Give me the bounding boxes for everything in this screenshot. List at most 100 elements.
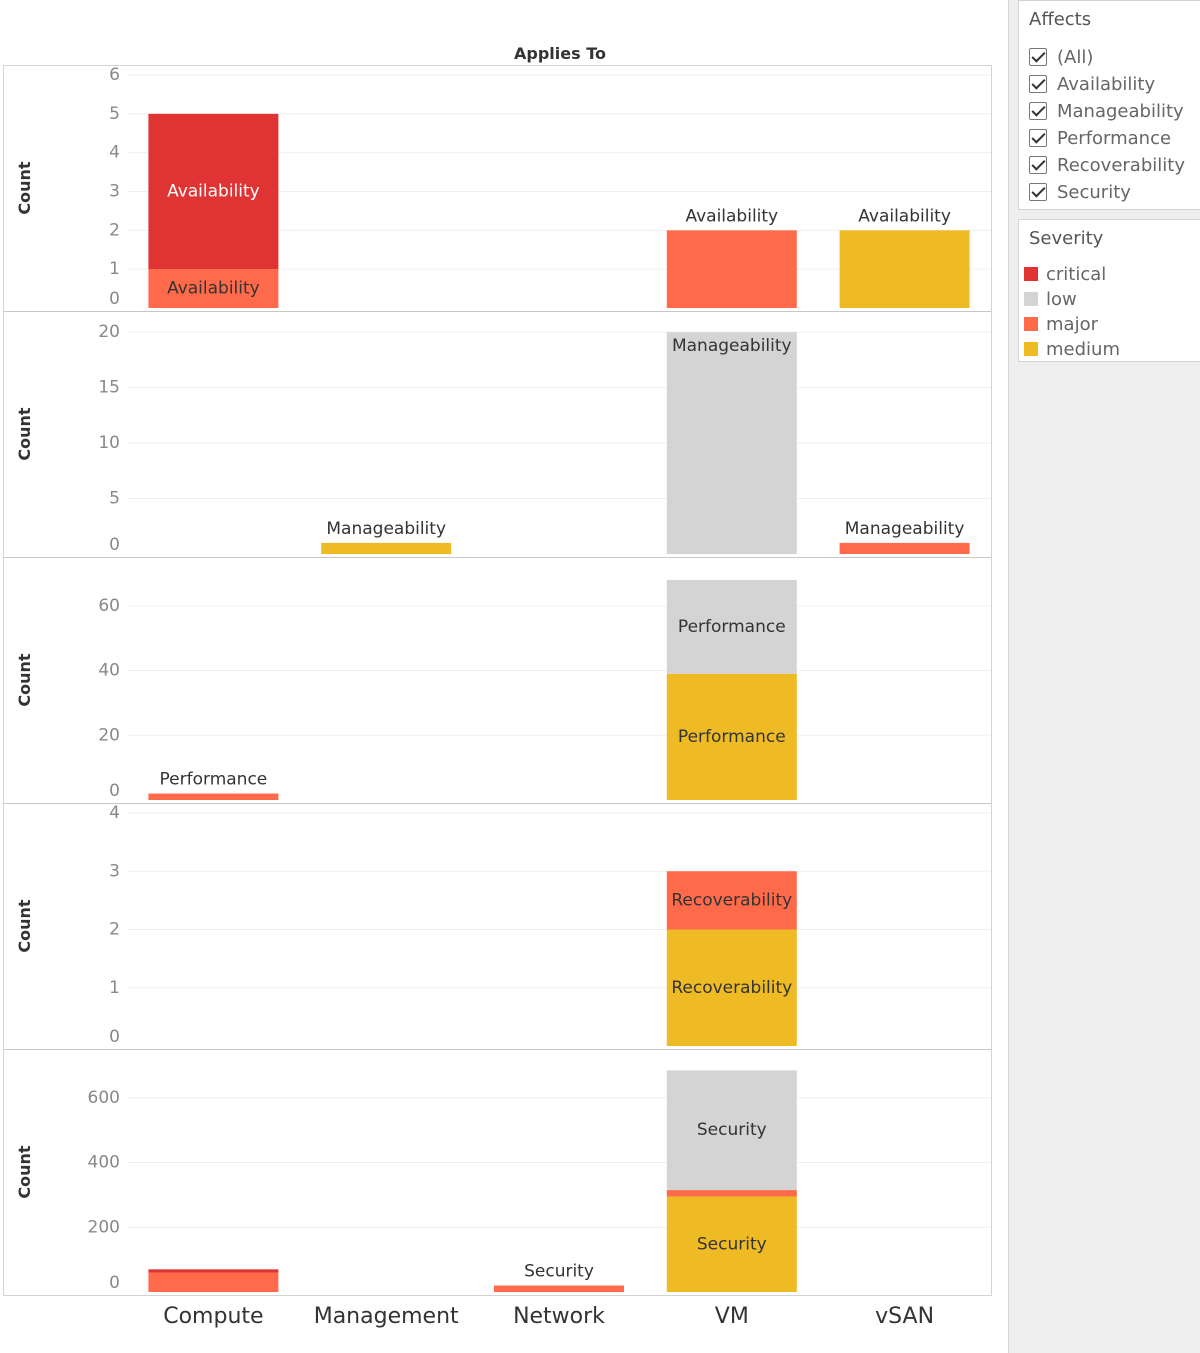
data-label: Availability [167, 182, 260, 202]
filter-item[interactable]: Recoverability [1029, 153, 1185, 177]
bar-segment [666, 1196, 797, 1292]
filter-title: Affects [1029, 9, 1092, 30]
y-tick-label: 40 [98, 661, 120, 681]
bar-segment [666, 1070, 797, 1191]
filter-item[interactable]: Security [1029, 180, 1131, 204]
data-label: Performance [160, 770, 268, 790]
y-axis-title: Count [15, 899, 34, 953]
checkbox-icon[interactable] [1029, 75, 1047, 93]
filter-item[interactable]: Manageability [1029, 99, 1184, 123]
y-tick-label: 2 [109, 220, 120, 240]
bar-segment [839, 542, 970, 554]
check-mark-icon [1030, 183, 1046, 198]
data-label: Security [697, 1234, 767, 1254]
bar-segment [148, 113, 279, 270]
x-tick-label: VM [715, 1304, 749, 1329]
legend-item[interactable]: low [1024, 287, 1077, 311]
check-mark-icon [1030, 75, 1046, 90]
data-label: Performance [678, 617, 786, 637]
y-tick-label: 0 [109, 781, 120, 801]
y-tick-label: 0 [109, 535, 120, 555]
filter-item-label: Manageability [1057, 100, 1184, 122]
data-label: Availability [167, 279, 260, 299]
filter-item[interactable]: (All) [1029, 45, 1093, 69]
bar-segment [839, 230, 970, 308]
checkbox-icon[interactable] [1029, 48, 1047, 66]
y-tick-label: 6 [109, 65, 120, 85]
legend-title: Severity [1029, 228, 1104, 249]
legend-swatch [1024, 342, 1038, 356]
data-label: Recoverability [671, 890, 792, 910]
legend-item-label: major [1046, 313, 1098, 335]
y-tick-label: 5 [109, 104, 120, 124]
y-tick-label: 4 [109, 143, 120, 163]
bar-segment [321, 542, 452, 554]
data-label: Availability [685, 206, 778, 226]
bar-segment [148, 269, 279, 308]
filter-item-label: (All) [1057, 46, 1094, 68]
data-label: Manageability [326, 519, 446, 539]
check-mark-icon [1030, 156, 1046, 171]
y-tick-label: 10 [98, 433, 120, 453]
bar-segment [494, 1285, 624, 1292]
data-label: Manageability [845, 519, 965, 539]
chart-area: Applies To 0 1 2 3 4 5 6 Count Availability Avail… [3, 44, 992, 1329]
checkbox-icon[interactable] [1029, 183, 1047, 201]
filter-item-label: Availability [1057, 73, 1156, 95]
checkbox-icon[interactable] [1029, 156, 1047, 174]
chart-svg: 0 1 2 3 4 5 6 Count Availability Availability Avai… [3, 65, 992, 1329]
y-tick-label: 1 [109, 259, 120, 279]
bar-segment [148, 1269, 279, 1273]
data-label: Security [697, 1120, 767, 1140]
x-tick-label: vSAN [875, 1304, 934, 1329]
legend-item[interactable]: critical [1024, 262, 1106, 286]
severity-legend: Severity critical low major medium [1018, 219, 1200, 362]
bar-segment [148, 1272, 279, 1292]
legend-item-label: critical [1046, 263, 1107, 285]
x-tick-label: Compute [163, 1304, 263, 1329]
bar-segment [666, 929, 797, 1046]
data-label: Performance [678, 727, 786, 747]
check-mark-icon [1030, 48, 1046, 63]
bar-segment [666, 1190, 797, 1197]
chart-title: Applies To [514, 44, 606, 63]
y-axis-title: Count [15, 653, 34, 707]
legend-item[interactable]: major [1024, 312, 1098, 336]
y-tick-label: 0 [109, 1027, 120, 1047]
y-tick-label: 0 [109, 1273, 120, 1293]
legend-swatch [1024, 317, 1038, 331]
checkbox-icon[interactable] [1029, 129, 1047, 147]
filter-item[interactable]: Performance [1029, 126, 1171, 150]
legend-swatch [1024, 292, 1038, 306]
bar-segment [666, 230, 797, 308]
y-tick-label: 20 [98, 322, 120, 342]
data-label: Security [524, 1262, 594, 1282]
bar-segment [666, 332, 797, 554]
side-panel: Affects (All) Availability Manageability Pe… [1008, 0, 1200, 1353]
data-label: Recoverability [671, 978, 792, 998]
y-tick-label: 20 [98, 725, 120, 745]
bar-segment [666, 871, 797, 930]
bar-segment [148, 793, 279, 800]
y-tick-label: 1 [109, 978, 120, 998]
data-label: Availability [858, 206, 951, 226]
y-tick-label: 60 [98, 596, 120, 616]
x-tick-label: Management [314, 1304, 459, 1329]
y-tick-label: 4 [109, 803, 120, 823]
y-tick-label: 5 [109, 489, 120, 509]
y-tick-label: 2 [109, 920, 120, 940]
x-tick-label: Network [513, 1304, 605, 1329]
y-axis-title: Count [15, 1145, 34, 1199]
check-mark-icon [1030, 102, 1046, 117]
filter-item-label: Performance [1057, 127, 1172, 149]
checkbox-icon[interactable] [1029, 102, 1047, 120]
y-tick-label: 200 [88, 1217, 120, 1237]
bar-segment [666, 673, 797, 800]
affects-filter: Affects (All) Availability Manageability Pe… [1018, 0, 1200, 210]
y-tick-label: 15 [98, 378, 120, 398]
y-tick-label: 0 [109, 289, 120, 309]
y-tick-label: 3 [109, 861, 120, 881]
legend-item[interactable]: medium [1024, 337, 1120, 361]
legend-item-label: medium [1046, 338, 1120, 360]
filter-item[interactable]: Availability [1029, 72, 1155, 96]
